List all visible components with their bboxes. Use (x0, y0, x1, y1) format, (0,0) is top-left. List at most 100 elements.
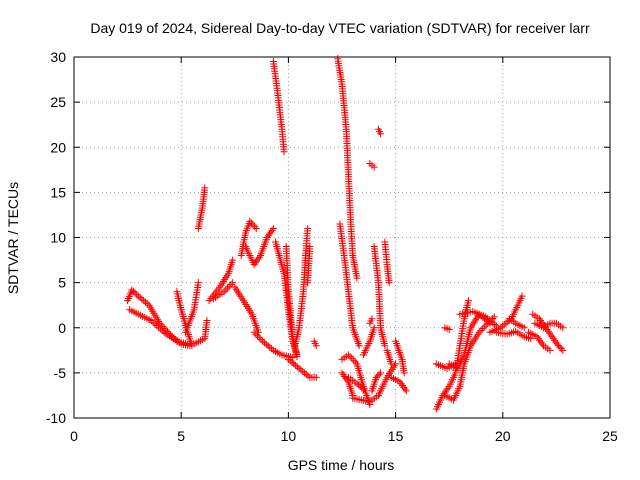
data-point (543, 326, 551, 334)
data-point (375, 370, 383, 378)
data-point (143, 300, 151, 308)
x-axis-label: GPS time / hours (288, 457, 395, 473)
data-point (134, 292, 142, 300)
x-tick-label: 5 (177, 428, 185, 444)
data-point (443, 386, 451, 394)
data-point (552, 338, 560, 346)
data-point (464, 297, 472, 305)
data-point (341, 372, 349, 380)
data-point (502, 319, 510, 327)
data-point (304, 224, 312, 232)
y-axis-label: SDTVAR / TECUs (5, 182, 21, 294)
data-point (520, 324, 528, 332)
data-point (299, 367, 307, 375)
data-point (491, 320, 499, 328)
data-point (401, 385, 409, 393)
data-point (247, 219, 255, 227)
data-point (304, 372, 312, 380)
axis-ticks (73, 56, 611, 419)
data-point (555, 342, 563, 350)
data-point (489, 319, 497, 327)
data-point (229, 279, 237, 287)
data-point (444, 384, 452, 392)
data-point (138, 295, 146, 303)
data-point (500, 321, 508, 329)
data-point (480, 323, 488, 331)
data-point (400, 383, 408, 391)
y-tick-label: -10 (46, 410, 66, 426)
data-point (259, 337, 267, 345)
data-point (293, 353, 301, 361)
data-point (546, 329, 554, 337)
data-point (477, 326, 485, 334)
data-point (370, 324, 378, 332)
data-point (264, 342, 272, 350)
data-point (284, 355, 292, 363)
data-point (348, 354, 356, 362)
y-tick-label: 0 (58, 320, 66, 336)
data-point (483, 314, 491, 322)
data-point (551, 336, 559, 344)
data-point (254, 332, 262, 340)
data-point (479, 325, 487, 333)
data-point (534, 335, 542, 343)
data-point (268, 345, 276, 353)
y-tick-label: 30 (50, 49, 66, 65)
data-point (224, 284, 232, 292)
data-point (133, 291, 141, 299)
data-point (549, 335, 557, 343)
data-point (374, 372, 382, 380)
x-tick-label: 0 (70, 428, 78, 444)
data-point (131, 289, 139, 297)
data-point (225, 282, 233, 290)
data-point (250, 261, 258, 269)
data-point (518, 292, 526, 300)
data-point (544, 327, 552, 335)
data-point (266, 343, 274, 351)
data-point (266, 230, 274, 238)
data-point (129, 287, 137, 295)
data-point (355, 342, 363, 350)
data-point (290, 360, 298, 368)
x-tick-label: 15 (388, 428, 404, 444)
data-point (264, 232, 272, 240)
data-point (557, 345, 565, 353)
data-point (385, 279, 393, 287)
data-point (547, 331, 555, 339)
data-point (338, 369, 346, 377)
data-point (350, 356, 358, 364)
data-point (300, 369, 308, 377)
data-point (346, 353, 354, 361)
data-point (351, 358, 359, 366)
data-point (396, 378, 404, 386)
x-tick-label: 20 (495, 428, 511, 444)
data-point (359, 385, 367, 393)
data-point (194, 279, 202, 287)
data-point (475, 328, 483, 336)
data-point (246, 217, 254, 225)
data-point (263, 234, 271, 241)
data-point (268, 226, 276, 234)
y-tick-label: 15 (50, 184, 66, 200)
data-point (141, 298, 149, 306)
y-tick-label: 25 (50, 94, 66, 110)
data-point (280, 148, 288, 156)
y-tick-label: -5 (54, 365, 67, 381)
tick-labels: 0 5 10 15 20 25 -10 -5 0 5 10 15 20 25 30 (46, 49, 618, 444)
data-point (490, 313, 498, 321)
data-point (487, 317, 495, 325)
y-tick-label: 5 (58, 275, 66, 291)
data-point (559, 346, 567, 354)
data-point (344, 351, 352, 359)
data-point (201, 184, 209, 192)
data-point (548, 333, 556, 341)
data-point (136, 294, 144, 302)
data-point (297, 366, 305, 374)
data-point (559, 324, 567, 332)
data-point (440, 390, 448, 398)
data-point (485, 316, 493, 324)
data-point (377, 130, 385, 138)
x-tick-label: 25 (602, 428, 618, 444)
data-point (260, 339, 268, 347)
